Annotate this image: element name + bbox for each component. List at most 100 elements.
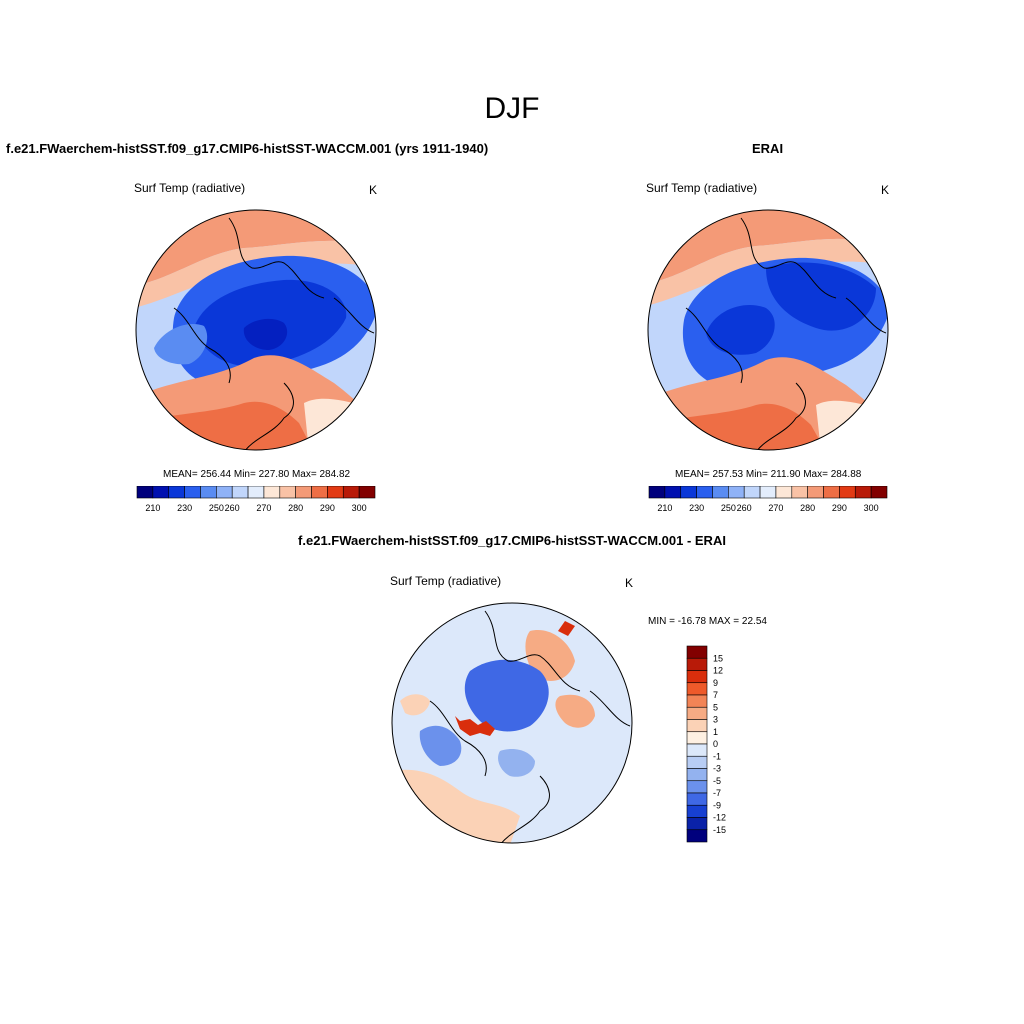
diff-colorbar-box (686, 743, 708, 757)
diff-colorbar-box (686, 694, 708, 708)
model-polar-map (135, 209, 377, 451)
diff-colorbar-tick-label: 7 (713, 690, 718, 700)
model-colorbar-box (231, 486, 249, 499)
diff-colorbar-box (686, 780, 708, 794)
model-colorbar-box (295, 486, 312, 499)
diff-colorbar-tick-label: -9 (713, 800, 721, 810)
diff-colorbar-box (686, 670, 708, 684)
model-colorbar-box (136, 486, 154, 499)
diff-colorbar-tick-label: 15 (713, 653, 723, 663)
diff-colorbar-tick-label: -7 (713, 788, 721, 798)
diff-colorbar-box (686, 792, 708, 806)
obs-colorbar-tick-label: 270 (768, 503, 783, 513)
obs-colorbar-tick-label: 280 (800, 503, 815, 513)
obs-colorbar-box (664, 486, 682, 499)
obs-colorbar-box (712, 486, 729, 499)
model-case-title: f.e21.FWaerchem-histSST.f09_g17.CMIP6-hi… (6, 141, 489, 156)
obs-case-title: ERAI (752, 141, 784, 156)
obs-colorbar-boxes (648, 486, 888, 499)
model-colorbar-box (327, 486, 344, 499)
diff-colorbar-tick-label: -12 (713, 813, 726, 823)
obs-colorbar-tick-label: 210 (657, 503, 672, 513)
obs-colorbar-box (870, 486, 888, 499)
obs-colorbar-tick-label: 250 (721, 503, 736, 513)
obs-colorbar-box (728, 486, 745, 499)
obs-colorbar: 210 230 250 260 270 280 290 300 (648, 486, 888, 513)
diff-colorbar-tick-label: -3 (713, 764, 721, 774)
obs-polar-map (647, 209, 889, 451)
diff-stats: MIN = -16.78 MAX = 22.54 (648, 616, 767, 627)
diff-colorbar-box (686, 657, 708, 671)
model-colorbar-box (342, 486, 360, 499)
obs-colorbar-tick-label: 230 (689, 503, 704, 513)
diff-case-title: f.e21.FWaerchem-histSST.f09_g17.CMIP6-hi… (298, 533, 726, 548)
model-colorbar-tick-label: 210 (145, 503, 160, 513)
diff-variable-label: Surf Temp (radiative) (390, 574, 502, 588)
model-colorbar-box (311, 486, 328, 499)
diff-polar-map (391, 602, 633, 844)
diff-colorbar-box (686, 817, 708, 831)
obs-colorbar-tick-label: 300 (864, 503, 879, 513)
model-variable-label: Surf Temp (radiative) (134, 181, 246, 195)
obs-colorbar-box (775, 486, 793, 499)
diff-colorbar-tick-label: -15 (713, 825, 726, 835)
model-colorbar-tick-label: 230 (177, 503, 192, 513)
model-colorbar-box (358, 486, 376, 499)
diff-colorbar-box (686, 755, 708, 769)
model-colorbar-box (200, 486, 217, 499)
diff-units-label: K (625, 576, 634, 590)
diff-colorbar-tick-label: 0 (713, 739, 718, 749)
diff-colorbar-box (686, 645, 708, 659)
diff-colorbar-tick-label: 1 (713, 727, 718, 737)
obs-colorbar-box (807, 486, 824, 499)
obs-units-label: K (881, 183, 890, 197)
model-colorbar-box (279, 486, 296, 499)
obs-colorbar-box (854, 486, 872, 499)
model-colorbar: 210 230 250 260 270 280 290 300 (136, 486, 376, 513)
diff-colorbar-box (686, 829, 708, 843)
model-colorbar-box (263, 486, 281, 499)
model-colorbar-box (168, 486, 185, 499)
diff-colorbar-box (686, 731, 708, 745)
obs-colorbar-tick-label: 290 (832, 503, 847, 513)
model-colorbar-tick-label: 300 (352, 503, 367, 513)
model-colorbar-labels: 210 230 250 260 270 280 290 300 (145, 503, 366, 513)
diff-colorbar-box (686, 804, 708, 818)
model-colorbar-tick-label: 290 (320, 503, 335, 513)
obs-colorbar-box (680, 486, 697, 499)
model-colorbar-box (184, 486, 201, 499)
diff-colorbar-box (686, 682, 708, 696)
diff-colorbar-tick-label: 9 (713, 678, 718, 688)
obs-colorbar-box (823, 486, 840, 499)
diff-colorbar-tick-label: 3 (713, 715, 718, 725)
diff-colorbar-tick-label: -5 (713, 776, 721, 786)
obs-colorbar-box (759, 486, 777, 499)
obs-stats: MEAN= 257.53 Min= 211.90 Max= 284.88 (675, 469, 862, 480)
model-colorbar-box (247, 486, 265, 499)
obs-colorbar-box (791, 486, 808, 499)
page-title: DJF (484, 92, 540, 125)
model-colorbar-tick-label: 280 (288, 503, 303, 513)
diff-colorbar-tick-label: 12 (713, 666, 723, 676)
diff-colorbar: 15 12 9 7 5 3 1 0 -1 -3 -5 -7 -9 -12 -15 (686, 645, 726, 843)
obs-colorbar-box (648, 486, 666, 499)
diff-colorbar-box (686, 768, 708, 782)
model-units-label: K (369, 183, 378, 197)
diff-colorbar-tick-label: 5 (713, 702, 718, 712)
model-colorbar-tick-label: 270 (256, 503, 271, 513)
model-stats: MEAN= 256.44 Min= 227.80 Max= 284.82 (163, 469, 351, 480)
obs-colorbar-box (743, 486, 761, 499)
diff-colorbar-tick-label: -1 (713, 751, 721, 761)
diff-colorbar-box (686, 706, 708, 720)
model-colorbar-tick-label: 250 (209, 503, 224, 513)
model-colorbar-box (216, 486, 233, 499)
model-colorbar-box (152, 486, 170, 499)
obs-colorbar-box (696, 486, 713, 499)
obs-colorbar-labels: 210 230 250 260 270 280 290 300 (657, 503, 878, 513)
diff-colorbar-box (686, 719, 708, 733)
diff-colorbar-boxes (686, 645, 708, 843)
obs-colorbar-box (839, 486, 856, 499)
diff-colorbar-labels: 15 12 9 7 5 3 1 0 -1 -3 -5 -7 -9 -12 -15 (713, 653, 726, 835)
obs-variable-label: Surf Temp (radiative) (646, 181, 758, 195)
model-colorbar-tick-label: 260 (225, 503, 240, 513)
